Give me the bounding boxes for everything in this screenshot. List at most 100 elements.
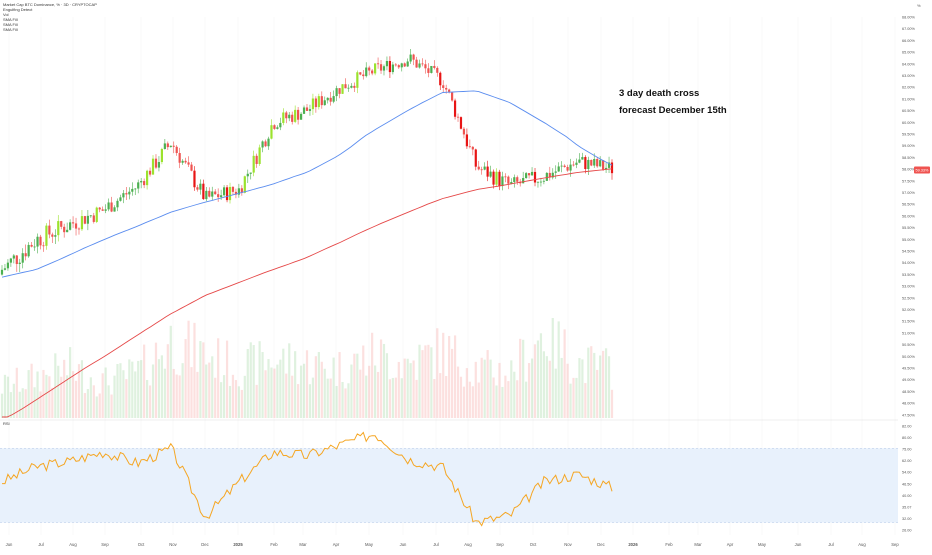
candle-body bbox=[412, 54, 415, 60]
candle bbox=[104, 204, 107, 214]
candle bbox=[516, 175, 519, 185]
volume-bar bbox=[610, 389, 614, 418]
volume-bar bbox=[362, 345, 365, 418]
candle bbox=[347, 84, 350, 92]
volume-bar bbox=[246, 349, 249, 418]
candle-body bbox=[302, 107, 306, 114]
volume-bar bbox=[119, 363, 122, 418]
volume-bar bbox=[134, 371, 137, 418]
y-tick-label: 53.50% bbox=[902, 273, 916, 277]
volume-bar bbox=[208, 362, 211, 418]
candle-body bbox=[39, 236, 42, 246]
volume-bar bbox=[412, 360, 415, 418]
volume-bar bbox=[255, 384, 258, 418]
volume-bar bbox=[125, 379, 128, 418]
volume-bar bbox=[498, 362, 501, 418]
candle-body bbox=[211, 191, 214, 197]
last-price-tag bbox=[914, 166, 930, 174]
candle-body bbox=[264, 141, 267, 147]
candle-body bbox=[533, 171, 537, 183]
volume-bar bbox=[237, 386, 240, 418]
rsi-y-tick-label: 40.00 bbox=[902, 494, 912, 498]
sma-slow-line bbox=[2, 168, 613, 418]
volume-bar bbox=[143, 344, 146, 418]
indicator-label[interactable]: SMA Fill bbox=[3, 22, 18, 27]
candle bbox=[353, 82, 356, 93]
y-tick-label: 60.00% bbox=[902, 121, 916, 125]
candle bbox=[181, 159, 184, 165]
candle-body bbox=[154, 158, 158, 168]
candle bbox=[234, 188, 238, 199]
rsi-y-tick-label: 54.00 bbox=[902, 471, 912, 475]
candle bbox=[542, 179, 545, 185]
candle-body bbox=[554, 171, 557, 173]
volume-bar bbox=[151, 364, 155, 418]
indicator-label[interactable]: SMA Fill bbox=[3, 17, 18, 22]
volume-bar bbox=[415, 379, 418, 418]
candle-body bbox=[362, 74, 365, 77]
candle bbox=[356, 70, 359, 94]
candle bbox=[107, 198, 110, 212]
volume-bar bbox=[42, 369, 45, 418]
candle-body bbox=[0, 269, 4, 275]
candle-body bbox=[60, 221, 63, 227]
candle-body bbox=[525, 173, 528, 179]
rsi-y-tick-label: 26.00 bbox=[902, 529, 912, 533]
candle-body bbox=[137, 182, 140, 189]
volume-bar bbox=[602, 350, 605, 418]
rsi-y-tick-label: 62.00 bbox=[902, 459, 912, 463]
candle bbox=[51, 232, 54, 243]
candle-body bbox=[54, 235, 57, 237]
volume-bar bbox=[48, 376, 51, 418]
candle-body bbox=[335, 88, 338, 97]
y-tick-label: 59.50% bbox=[902, 133, 916, 137]
candle bbox=[439, 71, 442, 91]
candle bbox=[63, 223, 66, 238]
last-price-label: 59.33% bbox=[916, 169, 930, 173]
candle bbox=[270, 119, 273, 140]
candle bbox=[329, 91, 332, 106]
volume-bar bbox=[456, 366, 460, 418]
candle-body bbox=[394, 64, 397, 66]
candle bbox=[222, 185, 226, 197]
candle bbox=[507, 175, 510, 190]
x-tick-label: Sep bbox=[891, 542, 899, 547]
y-tick-label: 54.00% bbox=[902, 261, 916, 265]
candle bbox=[199, 179, 202, 195]
candle bbox=[495, 168, 498, 187]
candle-body bbox=[157, 162, 161, 168]
indicator-label[interactable]: Engulfing Detect bbox=[3, 7, 33, 12]
volume-bar bbox=[113, 375, 116, 418]
candle bbox=[116, 198, 119, 212]
candle bbox=[332, 90, 335, 104]
candle bbox=[545, 172, 548, 182]
candle bbox=[376, 57, 380, 69]
y-tick-label: 59.00% bbox=[902, 144, 916, 148]
candle bbox=[350, 83, 353, 89]
volume-bar bbox=[294, 351, 297, 418]
volume-bar bbox=[448, 335, 451, 418]
candle-body bbox=[480, 169, 483, 171]
candle bbox=[548, 166, 551, 181]
candle-body bbox=[371, 70, 374, 74]
candle bbox=[480, 166, 483, 175]
candle-body bbox=[308, 109, 312, 111]
candle bbox=[89, 215, 92, 218]
candle-body bbox=[282, 112, 285, 123]
candle bbox=[317, 93, 320, 110]
candle bbox=[527, 172, 531, 179]
indicator-label[interactable]: SMA Fill bbox=[3, 27, 18, 32]
candle-body bbox=[225, 187, 229, 201]
volume-bar bbox=[480, 357, 483, 418]
candle bbox=[533, 168, 537, 187]
volume-bar bbox=[305, 350, 309, 418]
candle bbox=[489, 165, 492, 178]
candle bbox=[610, 159, 614, 180]
candle bbox=[448, 88, 451, 94]
y-tick-label: 57.50% bbox=[902, 179, 916, 183]
indicator-label[interactable]: Vol bbox=[3, 12, 9, 17]
volume-bar bbox=[15, 367, 18, 418]
volume-bar bbox=[477, 382, 480, 418]
volume-bar bbox=[418, 344, 421, 418]
candle-body bbox=[175, 146, 178, 154]
